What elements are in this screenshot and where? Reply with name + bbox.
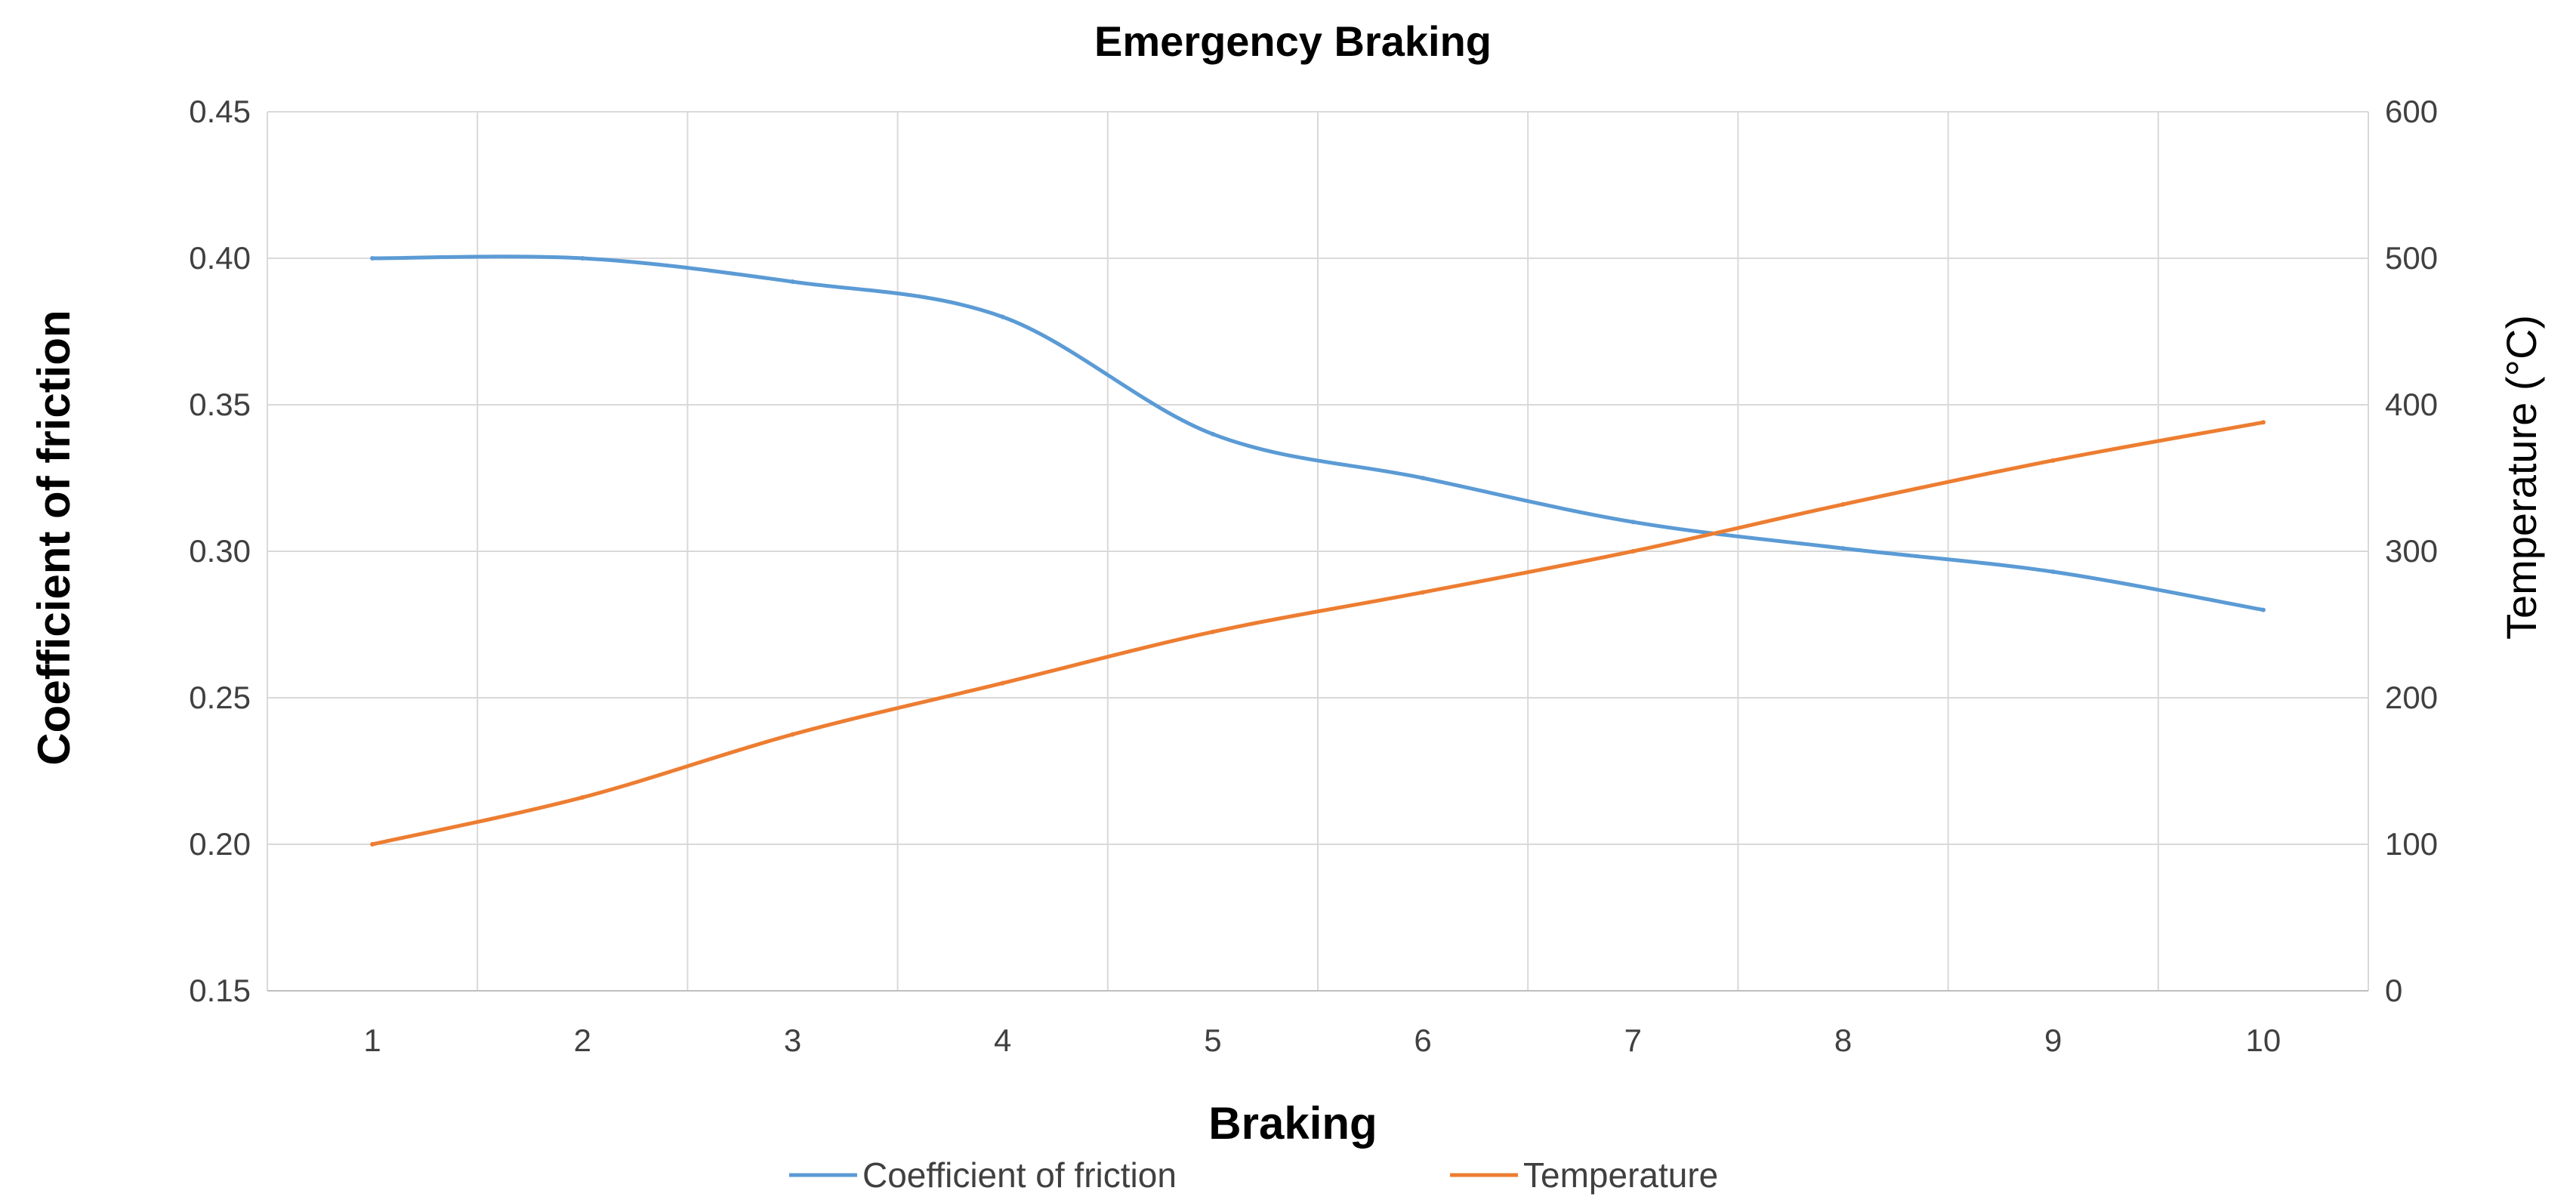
y-tick-label: 0.40	[189, 240, 251, 276]
y2-tick-label: 0	[2385, 973, 2402, 1008]
data-point-temperature	[1421, 590, 1426, 595]
y-tick-label: 0.20	[189, 826, 251, 862]
series-line-temperature	[370, 420, 2266, 847]
y-tick-label: 0.30	[189, 533, 251, 569]
data-point-coefficient-of-friction	[790, 279, 795, 285]
data-point-temperature	[1000, 680, 1005, 686]
chart-title: Emergency Braking	[1094, 17, 1492, 65]
data-point-temperature	[1630, 549, 1636, 554]
x-tick-label: 5	[1204, 1023, 1221, 1058]
gridlines	[267, 111, 2369, 991]
y2-axis-title: Temperature (°C)	[2497, 315, 2545, 640]
y-axis-left: 0.45 0.40 0.35 0.30 0.25 0.20 0.15	[189, 94, 251, 1008]
y-tick-label: 0.15	[189, 973, 251, 1008]
data-point-temperature	[580, 794, 585, 800]
data-point-coefficient-of-friction	[1630, 520, 1636, 525]
data-point-coefficient-of-friction	[1421, 476, 1426, 480]
data-point-temperature	[1840, 501, 1846, 507]
y-tick-label: 0.45	[189, 94, 251, 129]
data-point-temperature	[2260, 420, 2266, 425]
x-tick-label: 2	[574, 1023, 591, 1058]
x-tick-label: 6	[1414, 1023, 1431, 1058]
y-axis-right: 600 500 400 300 200 100 0	[2385, 94, 2438, 1008]
x-tick-label: 3	[784, 1023, 801, 1058]
data-point-coefficient-of-friction	[1210, 431, 1215, 436]
data-point-coefficient-of-friction	[2260, 607, 2266, 612]
y2-tick-label: 600	[2385, 94, 2438, 129]
legend-label-coefficient-of-friction: Coefficient of friction	[862, 1155, 1177, 1195]
data-point-coefficient-of-friction	[370, 256, 375, 261]
series-line-coefficient-of-friction	[370, 254, 2266, 612]
data-point-coefficient-of-friction	[2050, 569, 2056, 575]
data-point-temperature	[2050, 458, 2056, 463]
y2-tick-label: 100	[2385, 826, 2438, 862]
legend: Coefficient of friction Temperature	[789, 1155, 1718, 1195]
x-tick-label: 1	[363, 1023, 381, 1058]
y2-tick-label: 200	[2385, 680, 2438, 715]
x-tick-label: 10	[2246, 1023, 2281, 1058]
x-axis: 1 2 3 4 5 6 7 8 9 10	[363, 1023, 2281, 1058]
data-point-temperature	[370, 842, 375, 847]
data-point-temperature	[1210, 629, 1215, 634]
data-point-temperature	[790, 732, 795, 737]
x-tick-label: 9	[2044, 1023, 2062, 1058]
x-tick-label: 4	[994, 1023, 1011, 1058]
x-tick-label: 8	[1834, 1023, 1852, 1058]
data-point-coefficient-of-friction	[580, 256, 585, 261]
x-axis-title: Braking	[1208, 1098, 1377, 1149]
series-lines	[370, 254, 2266, 847]
data-point-coefficient-of-friction	[1000, 314, 1005, 319]
y2-tick-label: 400	[2385, 387, 2438, 422]
x-tick-label: 7	[1624, 1023, 1642, 1058]
y2-tick-label: 300	[2385, 533, 2438, 569]
data-point-coefficient-of-friction	[1840, 546, 1846, 551]
y-tick-label: 0.35	[189, 387, 251, 422]
y-tick-label: 0.25	[189, 680, 251, 715]
legend-label-temperature: Temperature	[1523, 1155, 1718, 1195]
y2-tick-label: 500	[2385, 240, 2438, 276]
y-axis-title: Coefficient of friction	[29, 310, 79, 765]
